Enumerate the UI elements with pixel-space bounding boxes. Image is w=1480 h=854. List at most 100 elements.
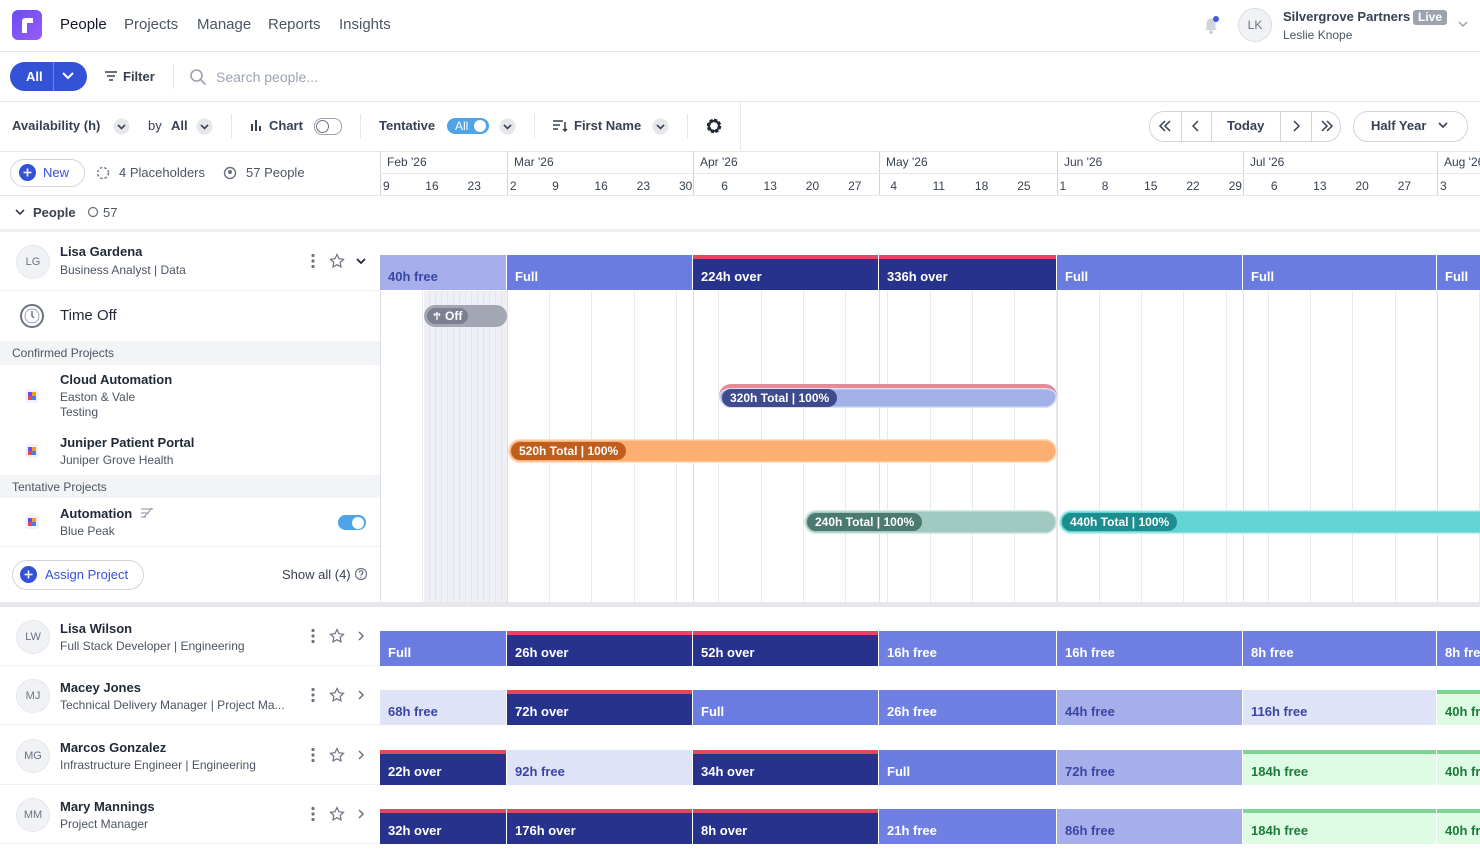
prev-page[interactable] (1192, 120, 1200, 132)
person-name[interactable]: Marcos Gonzalez (60, 740, 167, 755)
availability-segment[interactable]: 21h free (879, 809, 1056, 844)
availability-segment[interactable]: 40h free (1437, 750, 1480, 785)
tentative-toggle[interactable]: All (447, 118, 489, 134)
availability-segment[interactable]: 92h free (507, 750, 692, 785)
filter-icon[interactable] (104, 70, 118, 82)
availability-segment[interactable]: 44h free (1057, 690, 1242, 725)
availability-segment[interactable]: 40h free (380, 255, 506, 290)
availability-segment[interactable]: 34h over (693, 750, 878, 785)
availability-segment[interactable]: 116h free (1243, 690, 1436, 725)
last-page[interactable] (1320, 120, 1334, 132)
availability-label[interactable]: Availability (h) (12, 118, 101, 133)
expand-chevron[interactable] (355, 749, 367, 761)
star-icon[interactable] (329, 747, 345, 763)
more-icon[interactable] (311, 687, 315, 703)
user-avatar[interactable]: LK (1238, 8, 1272, 42)
new-button[interactable] (10, 159, 85, 187)
project-bar[interactable]: 240h Total | 100% (804, 510, 1057, 534)
chevron[interactable] (61, 71, 75, 81)
project-toggle[interactable] (338, 515, 366, 530)
person-name[interactable]: Mary Mannings (60, 799, 155, 814)
nav-item[interactable]: Reports (268, 16, 321, 33)
dropdown-chevron[interactable] (196, 118, 213, 135)
availability-segment[interactable]: Full (1437, 255, 1480, 290)
logo[interactable] (12, 10, 42, 40)
placeholders-count[interactable]: 4 Placeholders (119, 165, 205, 180)
nav-item[interactable]: Insights (339, 16, 391, 33)
person-name[interactable]: Macey Jones (60, 680, 141, 695)
range-dropdown[interactable] (1353, 111, 1468, 142)
first-page[interactable] (1158, 120, 1172, 132)
availability-segment[interactable]: 26h over (507, 631, 692, 666)
availability-segment[interactable]: 16h free (879, 631, 1056, 666)
more-icon[interactable] (311, 747, 315, 763)
expand-chevron[interactable] (355, 689, 367, 701)
settings-icon[interactable] (704, 116, 724, 136)
availability-segment[interactable]: 86h free (1057, 809, 1242, 844)
person-name[interactable]: Lisa Gardena (60, 244, 143, 259)
assign-project-button[interactable] (12, 560, 144, 590)
expand-chevron[interactable] (355, 255, 367, 267)
expand-chevron[interactable] (355, 808, 367, 820)
project-bar[interactable]: 520h Total | 100% (508, 439, 1057, 463)
star-icon[interactable] (329, 687, 345, 703)
availability-segment[interactable]: 26h free (879, 690, 1056, 725)
star-icon[interactable] (329, 628, 345, 644)
availability-segment[interactable]: 336h over (879, 255, 1056, 290)
availability-segment[interactable]: 224h over (693, 255, 878, 290)
availability-segment[interactable]: 40h free (1437, 690, 1480, 725)
bell-icon[interactable] (1200, 14, 1222, 36)
project-name[interactable]: Juniper Patient Portal (60, 435, 195, 450)
chart-toggle[interactable] (314, 118, 342, 135)
assign-project-label[interactable]: Assign Project (45, 567, 129, 582)
availability-segment[interactable]: 72h free (1057, 750, 1242, 785)
all-button[interactable]: All (26, 69, 43, 84)
availability-segment[interactable]: 8h over (693, 809, 878, 844)
availability-segment[interactable]: 184h free (1243, 750, 1436, 785)
availability-segment[interactable]: Full (879, 750, 1056, 785)
availability-segment[interactable]: 16h free (1057, 631, 1242, 666)
availability-segment[interactable]: 68h free (380, 690, 506, 725)
availability-segment[interactable]: 72h over (507, 690, 692, 725)
account-chevron[interactable] (1457, 19, 1469, 29)
availability-segment[interactable]: Full (507, 255, 692, 290)
more-icon[interactable] (311, 806, 315, 822)
chevron[interactable] (1437, 121, 1449, 131)
star-icon[interactable] (329, 806, 345, 822)
project-name[interactable]: Automation (60, 506, 133, 521)
availability-segment[interactable]: 52h over (693, 631, 878, 666)
availability-segment[interactable]: 184h free (1243, 809, 1436, 844)
collapse-chevron[interactable] (14, 208, 26, 218)
by-value[interactable]: All (171, 118, 188, 133)
availability-segment[interactable]: Full (1057, 255, 1242, 290)
availability-segment[interactable]: 8h free (1437, 631, 1480, 666)
availability-segment[interactable]: Full (1243, 255, 1436, 290)
project-bar[interactable]: 320h Total | 100% (719, 384, 1057, 408)
availability-segment[interactable]: Full (693, 690, 878, 725)
more-icon[interactable] (311, 253, 315, 269)
dropdown-chevron[interactable] (113, 118, 130, 135)
availability-segment[interactable]: 32h over (380, 809, 506, 844)
dropdown-chevron[interactable] (499, 118, 516, 135)
availability-segment[interactable]: 176h over (507, 809, 692, 844)
nav-item[interactable]: Projects (124, 16, 179, 33)
nav-item[interactable]: People (60, 16, 107, 33)
availability-segment[interactable]: 40h free (1437, 809, 1480, 844)
person-name[interactable]: Lisa Wilson (60, 621, 133, 636)
today-button[interactable]: Today (1227, 118, 1265, 133)
star-icon[interactable] (329, 253, 345, 269)
expand-chevron[interactable] (355, 630, 367, 642)
project-bar[interactable]: 440h Total | 100% (1059, 510, 1480, 534)
availability-segment[interactable]: 22h over (380, 750, 506, 785)
project-name[interactable]: Cloud Automation (60, 372, 173, 387)
more-icon[interactable] (311, 628, 315, 644)
people-count[interactable]: 57 People (246, 165, 305, 180)
nav-item[interactable]: Manage (197, 16, 252, 33)
search-input[interactable]: Search people... (216, 69, 318, 85)
next-page[interactable] (1292, 120, 1300, 132)
dropdown-chevron[interactable] (652, 118, 669, 135)
time-off-bar[interactable]: Off (424, 305, 507, 327)
new-label[interactable]: New (43, 165, 70, 180)
show-all[interactable]: Show all (4) (282, 567, 351, 582)
availability-segment[interactable]: Full (380, 631, 506, 666)
